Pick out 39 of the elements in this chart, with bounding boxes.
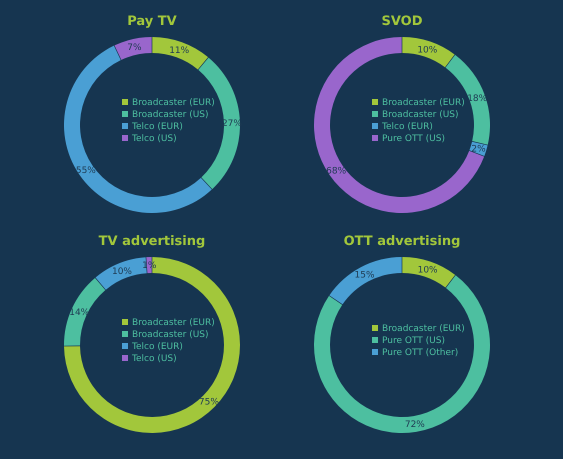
data-label: 10% bbox=[417, 45, 438, 56]
data-label: 10% bbox=[418, 265, 438, 276]
donut-slice bbox=[152, 37, 208, 70]
legend-label: Broadcaster (EUR) bbox=[132, 318, 215, 328]
donut-slice bbox=[402, 257, 456, 288]
data-label: 15% bbox=[354, 270, 375, 280]
chart-title: OTT advertising bbox=[344, 234, 460, 249]
legend-label: Telco (EUR) bbox=[131, 342, 183, 352]
donut-slice bbox=[329, 257, 402, 304]
donut-slice bbox=[64, 257, 240, 433]
data-label: 1% bbox=[142, 261, 157, 272]
legend-label: Broadcaster (EUR) bbox=[382, 98, 465, 108]
legend-label: Telco (EUR) bbox=[131, 122, 183, 132]
data-label: 7% bbox=[127, 43, 142, 54]
donut-slice bbox=[314, 37, 484, 213]
data-label: 72% bbox=[404, 420, 426, 430]
donut-slice bbox=[402, 37, 455, 68]
data-label: 75% bbox=[198, 397, 220, 408]
donut-slice bbox=[114, 37, 152, 60]
data-label: 2% bbox=[471, 144, 486, 155]
data-label: 55% bbox=[76, 166, 96, 176]
legend-label: Pure OTT (Other) bbox=[382, 348, 458, 358]
legend-label: Telco (US) bbox=[131, 134, 177, 144]
donut-slice bbox=[64, 278, 106, 346]
legend-label: Broadcaster (US) bbox=[132, 330, 209, 340]
chart-title: Pay TV bbox=[127, 14, 177, 29]
legend-label: Broadcaster (US) bbox=[132, 110, 209, 120]
legend-label: Broadcaster (EUR) bbox=[132, 98, 215, 108]
chart-title: TV advertising bbox=[98, 234, 206, 249]
legend-label: Broadcaster (US) bbox=[382, 110, 459, 120]
data-label: 68% bbox=[326, 166, 347, 177]
legend-label: Telco (US) bbox=[131, 354, 177, 364]
legend-label: Pure OTT (US) bbox=[382, 336, 445, 346]
legend-label: Pure OTT (US) bbox=[382, 134, 445, 144]
data-label: 10% bbox=[112, 266, 132, 277]
legend-label: Telco (EUR) bbox=[381, 122, 433, 132]
chart-title: SVOD bbox=[381, 14, 423, 29]
legend-label: Broadcaster (EUR) bbox=[382, 324, 465, 334]
data-label: 11% bbox=[169, 46, 190, 56]
